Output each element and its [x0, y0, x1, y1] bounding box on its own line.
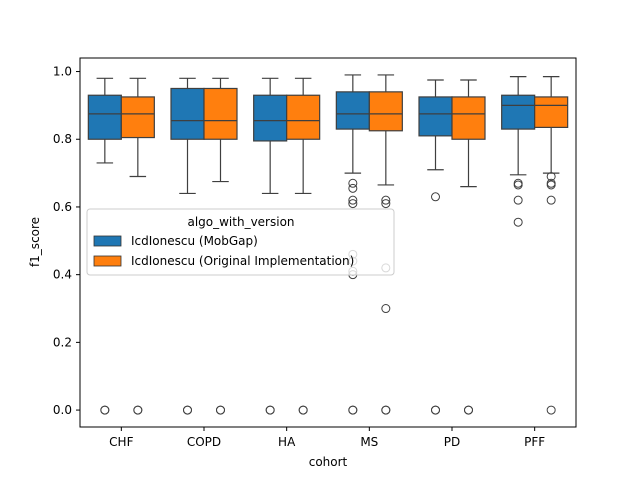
legend-title: algo_with_version — [187, 215, 294, 229]
outlier-point — [348, 405, 358, 415]
box-body — [451, 96, 486, 140]
box-pff-series-0 — [501, 76, 536, 227]
y-tick-label: 0.2 — [53, 335, 72, 349]
outlier-point — [546, 180, 556, 190]
box-body — [253, 94, 288, 142]
box-body — [286, 94, 321, 140]
box-chf-series-0 — [87, 77, 122, 415]
legend: algo_with_version IcdIonescu (MobGap) Ic… — [86, 208, 395, 276]
outlier-point — [133, 405, 143, 415]
legend-label-original: IcdIonescu (Original Implementation) — [131, 254, 354, 268]
y-tick-label: 0.4 — [53, 268, 72, 282]
outlier-point — [100, 405, 110, 415]
box-pd-series-0 — [418, 79, 453, 415]
outlier-point — [381, 304, 391, 314]
x-tick-label: CHF — [109, 435, 133, 449]
box-pff-series-1 — [534, 76, 569, 415]
y-tick-label: 1.0 — [53, 65, 72, 79]
box-ms-series-1 — [368, 74, 403, 415]
box-chf-series-1 — [120, 77, 155, 415]
outlier-point — [348, 199, 358, 209]
legend-swatch-original — [93, 255, 122, 267]
box-body — [335, 91, 370, 130]
box-body — [170, 87, 205, 140]
outlier-point — [298, 405, 308, 415]
box-copd-series-1 — [203, 77, 238, 415]
x-tick-label: PD — [444, 435, 460, 449]
x-axis-label: cohort — [309, 455, 348, 469]
plot-layer — [87, 74, 569, 415]
box-body — [418, 96, 453, 137]
outlier-point — [513, 217, 523, 227]
x-tick-label: COPD — [187, 435, 221, 449]
outlier-point — [348, 178, 358, 188]
outlier-point — [183, 405, 192, 415]
box-body — [120, 96, 155, 139]
x-tick-label: HA — [278, 435, 296, 449]
box-ha-series-1 — [286, 77, 321, 415]
box-body — [87, 94, 122, 140]
outlier-point — [513, 195, 523, 205]
box-ha-series-0 — [253, 77, 288, 415]
box-body — [368, 91, 403, 132]
outlier-point — [381, 195, 391, 205]
y-axis-label: f1_score — [28, 217, 42, 267]
legend-label-mobgap: IcdIonescu (MobGap) — [131, 234, 258, 248]
y-tick-label: 0.0 — [53, 403, 72, 417]
legend-frame — [86, 208, 395, 276]
outlier-point — [348, 195, 358, 205]
axes-frame — [79, 57, 577, 428]
outlier-point — [348, 183, 358, 193]
box-ms-series-0 — [335, 74, 370, 415]
outlier-point — [431, 192, 440, 202]
box-body — [203, 87, 238, 140]
box-body — [501, 94, 536, 130]
outlier-point — [513, 180, 523, 190]
x-tick-label: PFF — [524, 435, 545, 449]
legend-swatch-mobgap — [93, 235, 122, 247]
box-body — [534, 96, 569, 128]
axes-layer: 0.0 0.2 0.4 0.6 0.8 1.0 CHF COPD HA MS PD PFF — [53, 57, 577, 449]
outlier-point — [464, 405, 473, 415]
outlier-point — [381, 199, 391, 209]
box-copd-series-0 — [170, 77, 205, 415]
outlier-point — [216, 405, 225, 415]
outlier-point — [546, 195, 556, 205]
outlier-point — [381, 405, 391, 415]
y-tick-label: 0.8 — [53, 132, 72, 146]
outlier-point — [265, 405, 275, 415]
x-tick-label: MS — [360, 435, 378, 449]
box-pd-series-1 — [451, 79, 486, 415]
y-tick-label: 0.6 — [53, 200, 72, 214]
outlier-point — [431, 405, 440, 415]
outlier-point — [546, 405, 556, 415]
